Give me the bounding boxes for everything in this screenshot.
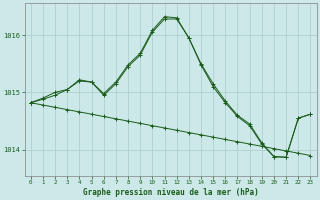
X-axis label: Graphe pression niveau de la mer (hPa): Graphe pression niveau de la mer (hPa)	[83, 188, 259, 197]
